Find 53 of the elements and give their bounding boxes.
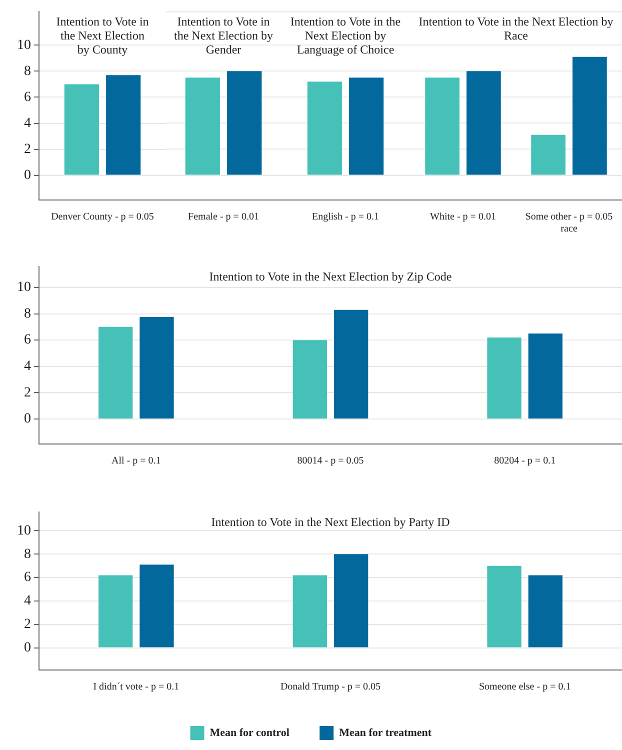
bar (292, 340, 328, 419)
text: Intention to Vote in the Next Election by County (56, 14, 149, 57)
bar (98, 575, 133, 648)
bar (140, 564, 174, 648)
bar (528, 575, 562, 648)
y-tick-label: 2 (24, 142, 31, 157)
y-tick-label: 8 (24, 306, 31, 322)
y-tick-label: 2 (24, 617, 31, 632)
y-tick-label: 6 (24, 90, 31, 105)
x-tick-label: White - p = 0.01 (430, 212, 496, 223)
x-tick-label: Some other - p = 0.05 race (525, 212, 613, 235)
y-tick-label: 4 (24, 359, 31, 374)
y-tick-label: 10 (17, 523, 31, 538)
bar (334, 554, 368, 648)
y-tick-label: 2 (24, 385, 31, 400)
x-tick-label: All - p = 0.1 (112, 456, 161, 467)
x-tick-label: 80014 - p = 0.05 (297, 456, 364, 467)
bar (528, 333, 562, 419)
y-tick-label: 8 (24, 546, 31, 562)
y-tick-label: 0 (24, 168, 31, 183)
x-tick-label: Donald Trump - p = 0.05 (280, 682, 381, 693)
bar (425, 78, 460, 175)
x-tick-label: I didn´t vote - p = 0.1 (93, 682, 180, 693)
chart-title: Intention to Vote in the Next Election by Zip Code (209, 270, 452, 284)
bar (292, 575, 328, 648)
y-tick-label: 6 (24, 570, 31, 586)
text: Intention to Vote in the Next Election by Race (418, 14, 614, 42)
x-tick-label: English - p = 0.1 (312, 212, 380, 223)
bar (572, 56, 607, 175)
y-tick-label: 10 (17, 280, 31, 296)
bar (487, 337, 522, 419)
chart-title: Intention to Vote in the Next Election by Party ID (211, 515, 450, 530)
x-tick-label: Someone else - p = 0.1 (478, 682, 571, 693)
y-tick-label: 4 (24, 594, 31, 609)
y-tick-label: 4 (24, 116, 31, 131)
bar (140, 317, 174, 419)
bar (466, 71, 501, 175)
bar (531, 134, 566, 175)
x-tick-label: Denver County - p = 0.05 (51, 212, 154, 223)
bar (98, 326, 133, 419)
x-tick-label: Female - p = 0.01 (188, 212, 259, 223)
legend-label: Mean for treatment (339, 726, 432, 739)
legend-label: Mean for control (210, 726, 290, 739)
y-tick-label: 0 (24, 412, 31, 427)
y-tick-label: 10 (17, 38, 31, 53)
text: Intention to Vote in the Next Election by Language of Choice (290, 14, 401, 56)
y-tick-label: 8 (24, 64, 31, 79)
bar (334, 310, 368, 419)
x-tick-label: 80204 - p = 0.1 (494, 456, 556, 467)
text: Intention to Vote in the Next Election by Gender (174, 14, 273, 56)
y-tick-label: 0 (24, 640, 31, 656)
y-tick-label: 6 (24, 332, 31, 348)
bar (487, 566, 522, 648)
